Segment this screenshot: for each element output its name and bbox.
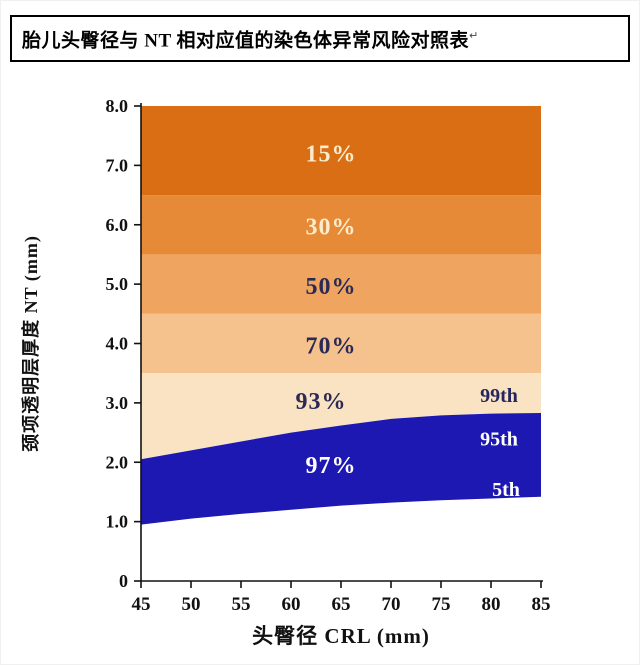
- risk-band-15: [141, 106, 541, 196]
- y-tick-label: 4.0: [106, 334, 129, 354]
- x-tick-label: 65: [332, 594, 351, 615]
- y-axis-title: 颈项透明层厚度 NT (mm): [20, 235, 42, 453]
- percentile-annotation: 95th: [480, 429, 518, 451]
- x-tick-label: 60: [282, 594, 301, 615]
- risk-band-50: [141, 254, 541, 314]
- percentile-annotation: 5th: [492, 479, 520, 501]
- title-anchor-mark: ↵: [469, 30, 479, 42]
- band-label: 15%: [306, 142, 357, 168]
- title-text: 胎儿头臀径与 NT 相对应值的染色体异常风险对照表: [22, 30, 470, 52]
- risk-band-70: [141, 313, 541, 374]
- x-tick-label: 80: [482, 594, 501, 615]
- x-tick-label: 85: [532, 594, 551, 615]
- y-tick-label: 0: [119, 571, 128, 591]
- risk-band-30: [141, 195, 541, 255]
- y-tick-label: 1.0: [106, 512, 129, 532]
- y-tick-label: 8.0: [106, 96, 129, 116]
- y-tick-label: 6.0: [106, 215, 129, 235]
- x-tick-label: 50: [182, 594, 201, 615]
- x-tick-label: 55: [232, 594, 251, 615]
- risk-chart: 8.0 7.0 6.0 5.0 4.0 3.0 2.0 1.0 045 50 55 60 65 70 75 8…: [20, 96, 551, 648]
- risk-band-93: [141, 373, 541, 460]
- x-tick-label: 45: [132, 594, 151, 615]
- y-tick-label: 7.0: [106, 155, 129, 175]
- band-label: 93%: [296, 389, 347, 415]
- x-tick-label: 70: [382, 594, 401, 615]
- band-label: 70%: [306, 333, 357, 359]
- y-tick-label: 5.0: [106, 274, 129, 294]
- percentile-annotation: 99th: [480, 385, 518, 407]
- blue-region-97: [141, 412, 541, 525]
- x-tick-label: 75: [432, 594, 451, 615]
- x-axis-title: 头臀径 CRL (mm): [252, 624, 430, 648]
- y-tick-label: 3.0: [106, 393, 129, 413]
- y-tick-label: 2.0: [106, 452, 129, 472]
- page-title: 胎儿头臀径与 NT 相对应值的染色体异常风险对照表↵: [10, 15, 630, 63]
- band-label: 50%: [306, 274, 357, 300]
- band-label: 97%: [306, 453, 357, 479]
- band-label: 30%: [306, 215, 357, 241]
